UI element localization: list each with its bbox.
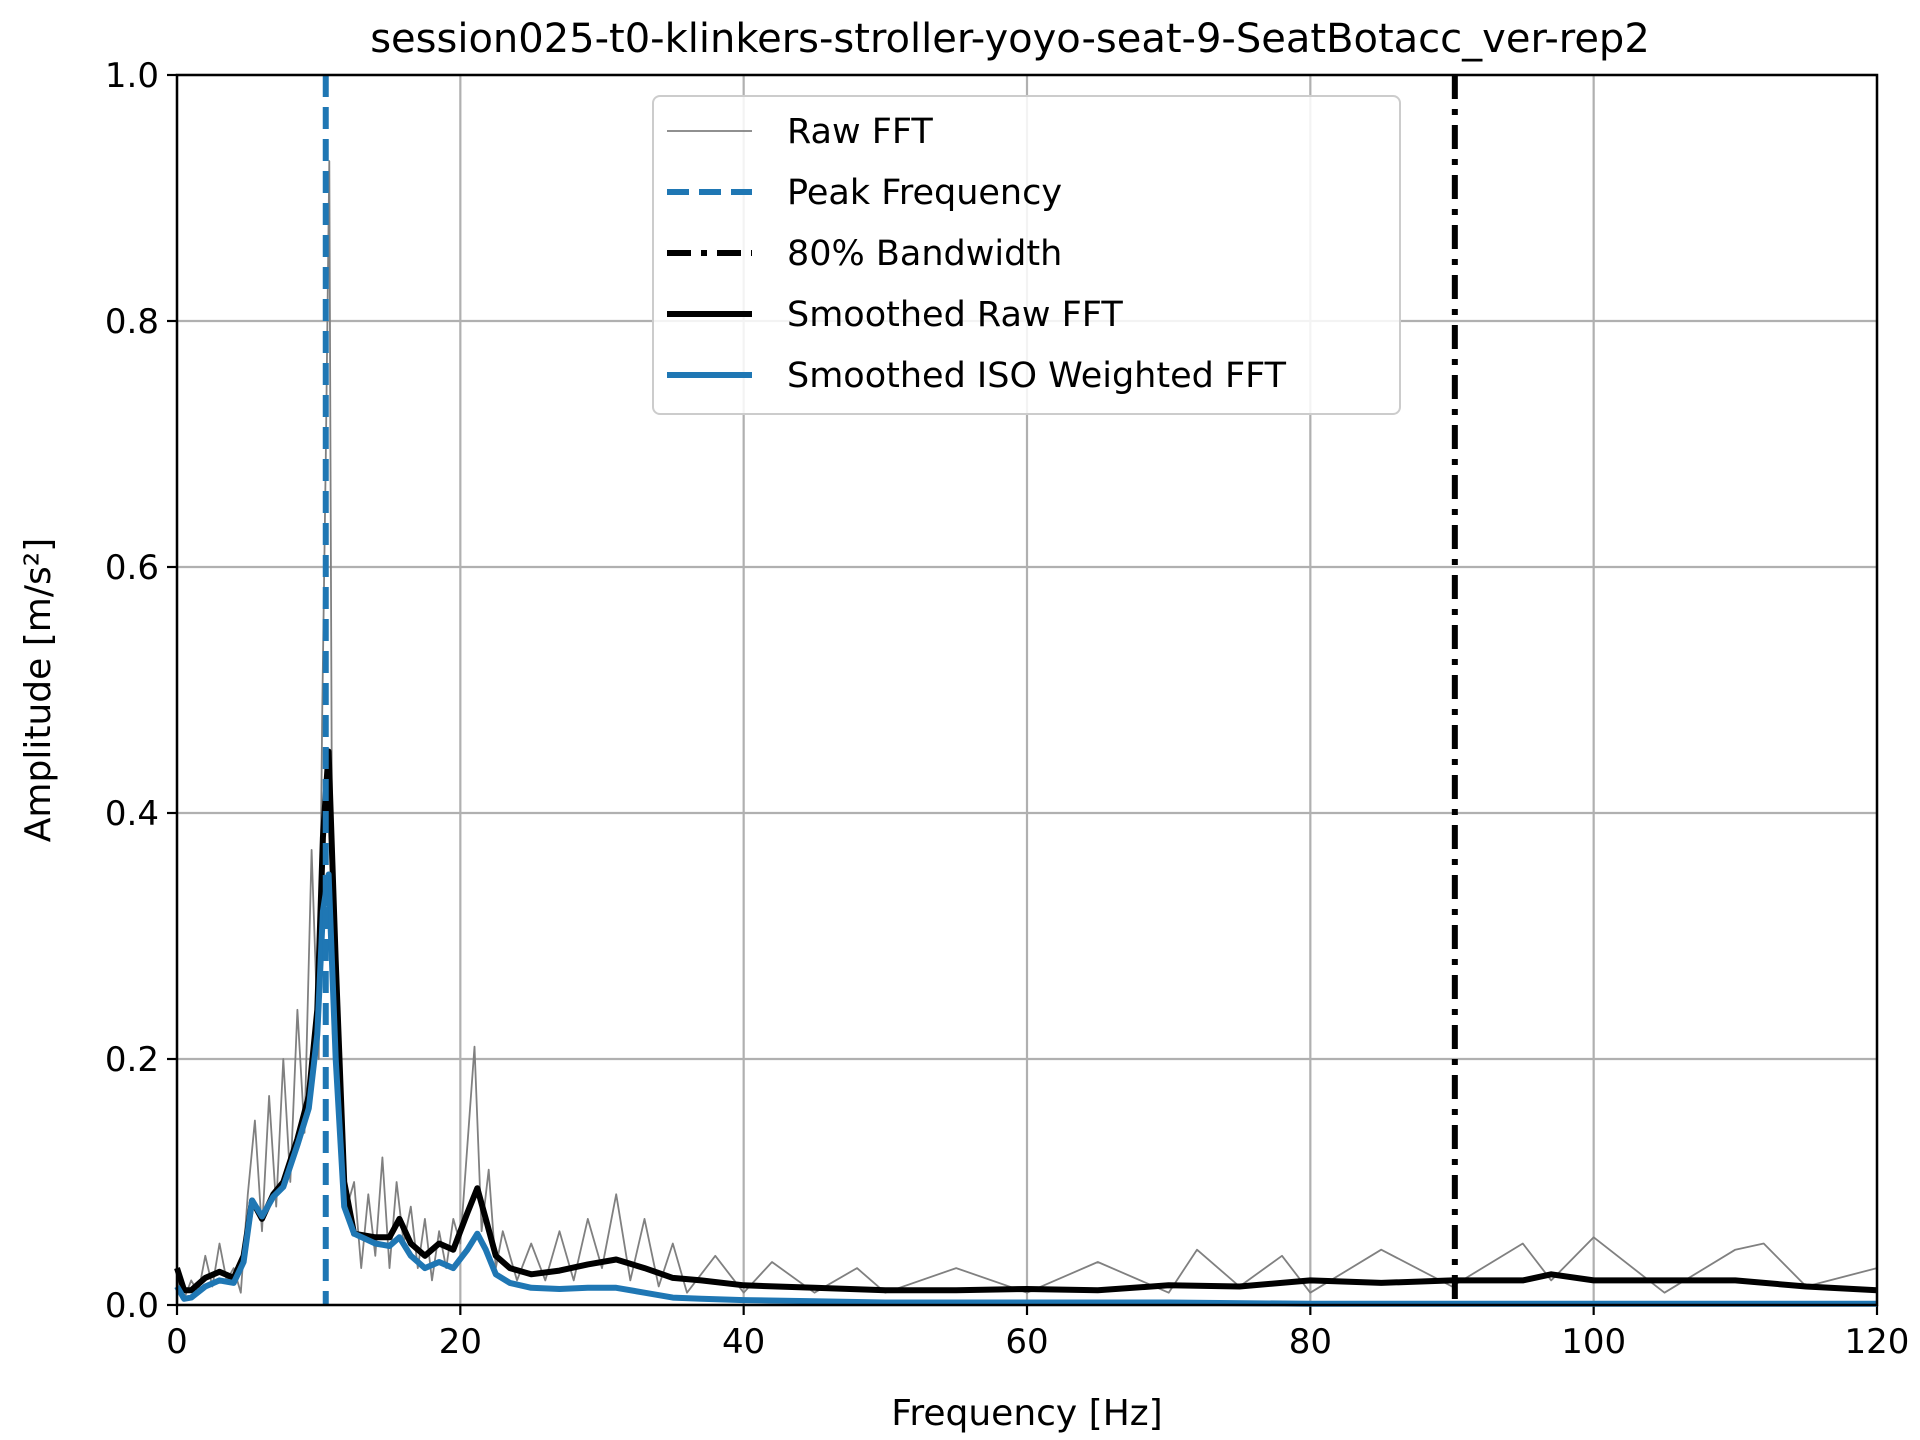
y-tick-label: 0.0 bbox=[105, 1286, 159, 1326]
legend-label: 80% Bandwidth bbox=[787, 234, 1062, 274]
x-tick-label: 20 bbox=[439, 1322, 482, 1362]
legend-label: Raw FFT bbox=[787, 112, 933, 152]
x-ticks: 0 20 40 60 80 100 120 bbox=[166, 1305, 1909, 1362]
y-tick-label: 1.0 bbox=[105, 56, 159, 96]
series-line-smoothed-iso-weighted-fft bbox=[174, 871, 1877, 1307]
x-axis-label: Frequency [Hz] bbox=[891, 1393, 1162, 1434]
x-tick-label: 0 bbox=[166, 1322, 188, 1362]
legend: Raw FFT Peak Frequency 80% Bandwidth Smooth… bbox=[652, 95, 1401, 415]
legend-label: Smoothed Raw FFT bbox=[787, 295, 1123, 335]
x-tick-label: 40 bbox=[722, 1322, 765, 1362]
y-tick-label: 0.8 bbox=[105, 302, 159, 342]
y-tick-label: 0.6 bbox=[105, 548, 159, 588]
x-tick-label: 80 bbox=[1289, 1322, 1332, 1362]
y-tick-label: 0.2 bbox=[105, 1040, 159, 1080]
plot-frame bbox=[175, 73, 1879, 1307]
legend-label: Peak Frequency bbox=[787, 173, 1062, 213]
series-group bbox=[174, 160, 1878, 1307]
y-ticks: 0.0 0.2 0.4 0.6 0.8 1.0 bbox=[105, 56, 177, 1326]
legend-box bbox=[652, 95, 1401, 415]
y-tick-label: 0.4 bbox=[105, 794, 159, 834]
legend-label: Smoothed ISO Weighted FFT bbox=[787, 356, 1287, 396]
y-axis-label: Amplitude [m/s²] bbox=[18, 538, 59, 842]
chart-title: session025-t0-klinkers-stroller-yoyo-sea… bbox=[370, 16, 1650, 62]
x-tick-label: 120 bbox=[1845, 1322, 1910, 1362]
x-tick-label: 100 bbox=[1561, 1322, 1626, 1362]
x-tick-label: 60 bbox=[1005, 1322, 1048, 1362]
